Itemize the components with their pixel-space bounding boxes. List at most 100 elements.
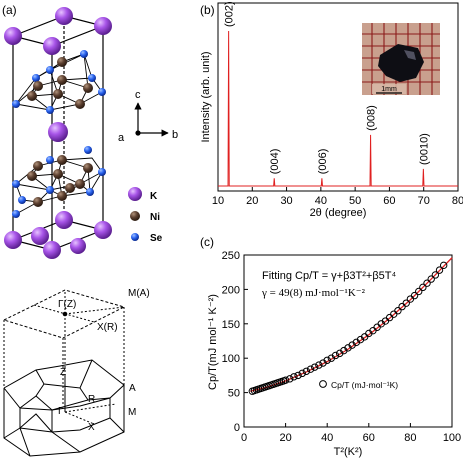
cp-y-tick-label: 100 (222, 353, 240, 365)
se-atom (80, 50, 88, 58)
ni-atom (27, 91, 37, 101)
k-atom (70, 238, 86, 254)
ni-atom (83, 163, 93, 173)
cp-data-point (394, 307, 402, 315)
se-atom (46, 156, 54, 164)
cp-data-point (323, 356, 331, 364)
legend-se-label: Se (150, 233, 163, 244)
k-atom (55, 7, 73, 25)
xrd-peak-label: (008) (366, 105, 378, 131)
scale-bar-label: 1mm (381, 86, 397, 93)
cp-data-point (281, 376, 290, 384)
xrd-y-axis-label: Intensity (arb. unit) (200, 51, 212, 142)
k-atom (55, 211, 73, 229)
xrd-peak-label: (006) (317, 149, 329, 175)
xrd-x-tick-label: 60 (383, 195, 395, 207)
ni-atom (33, 197, 43, 207)
se-atom (46, 106, 54, 114)
se-atom (98, 88, 106, 96)
bz-x-r: X(R) (97, 322, 118, 333)
cp-x-tick-label: 40 (321, 432, 333, 444)
k-atom (4, 231, 22, 249)
bz-gamma: Γ (58, 406, 64, 417)
ni-atom (83, 83, 93, 93)
ni-atom (57, 75, 67, 85)
se-atom (32, 74, 40, 82)
k-atom (31, 227, 49, 245)
cp-legend-marker (319, 380, 327, 388)
se-atom (86, 188, 94, 196)
k-atom (43, 241, 61, 259)
heat-capacity-chart: 0 20 40 60 80 100 0 50 100 150 200 250 Fitting Cp/T… (207, 250, 461, 458)
xrd-x-tick-label: 10 (212, 195, 224, 207)
cp-x-tick-label: 0 (241, 432, 247, 444)
cp-x-tick-label: 20 (279, 432, 291, 444)
legend-se-swatch (131, 233, 139, 241)
cp-data-point (435, 266, 444, 274)
cp-data-point (419, 283, 427, 292)
se-atom (88, 74, 96, 82)
ni-atom (65, 183, 75, 193)
cp-data-point (298, 369, 306, 378)
xrd-trace (218, 30, 458, 187)
bz-m-a: M(A) (128, 288, 150, 299)
xrd-x-tick-label: 40 (315, 195, 327, 207)
cp-fit-formula: Fitting Cp/T = γ+β3T²+β5T⁴ (262, 270, 397, 282)
cp-plot-frame (243, 254, 453, 428)
xrd-x-tick-label: 30 (280, 195, 292, 207)
cp-x-tick-label: 100 (443, 432, 461, 444)
k-atom (43, 37, 61, 55)
axis-a-label: a (118, 132, 125, 144)
cp-data-point (410, 291, 419, 300)
bz-r: R (88, 394, 95, 405)
panel-b-label: (b) (200, 3, 215, 17)
se-atom (12, 100, 20, 108)
cp-y-tick-label: 200 (222, 284, 240, 296)
se-atom (18, 196, 26, 204)
brillouin-zone (2, 289, 126, 457)
cp-data-point (415, 287, 423, 296)
cp-x-tick-label: 80 (404, 432, 416, 444)
ni-atom (27, 171, 37, 181)
ni-atom (75, 99, 85, 109)
xrd-plot-frame (217, 2, 459, 192)
se-atom (84, 146, 92, 154)
cp-x-axis-label: T²(K²) (334, 446, 363, 458)
cp-y-axis-label: Cp/T(mJ mol⁻¹ K⁻²) (207, 294, 219, 390)
ni-atom (57, 191, 67, 201)
se-atom (46, 66, 54, 74)
xrd-x-tick-label: 50 (349, 195, 361, 207)
cp-data-point (302, 367, 311, 375)
cp-data-point (331, 351, 340, 360)
panel-a-label: (a) (2, 3, 17, 17)
k-atom (48, 122, 68, 142)
se-atom (98, 168, 106, 176)
cp-gamma-value: γ = 49(8) mJ·mol⁻¹K⁻² (261, 287, 366, 299)
atom-legend: K Ni Se (128, 187, 163, 244)
xrd-x-axis-label: 2θ (degree) (310, 207, 367, 219)
cp-data-point (290, 373, 298, 381)
xrd-peak-label: (0010) (418, 133, 430, 165)
ni-atom (53, 169, 63, 179)
cp-data-point (294, 371, 302, 380)
se-atom (12, 180, 20, 188)
panel-c-label: (c) (200, 235, 214, 249)
cp-y-tick-label: 50 (228, 388, 240, 400)
atoms (4, 7, 112, 259)
legend-ni-label: Ni (150, 212, 160, 223)
k-atom (4, 27, 22, 45)
ni-atom (57, 57, 67, 67)
cp-y-tick-label: 0 (234, 422, 240, 434)
cp-x-tick-label: 60 (363, 432, 375, 444)
crystal-photo-inset: 1mm (362, 23, 440, 95)
axes-indicator (134, 102, 169, 137)
cp-data-point (286, 375, 294, 383)
cp-data-point (402, 299, 410, 307)
bz-point-dot (62, 311, 68, 317)
axis-c-label: c (135, 89, 141, 101)
cp-data-point (306, 365, 315, 373)
k-atom (94, 221, 112, 239)
ni-atom (33, 81, 43, 91)
ni-atom (57, 155, 67, 165)
